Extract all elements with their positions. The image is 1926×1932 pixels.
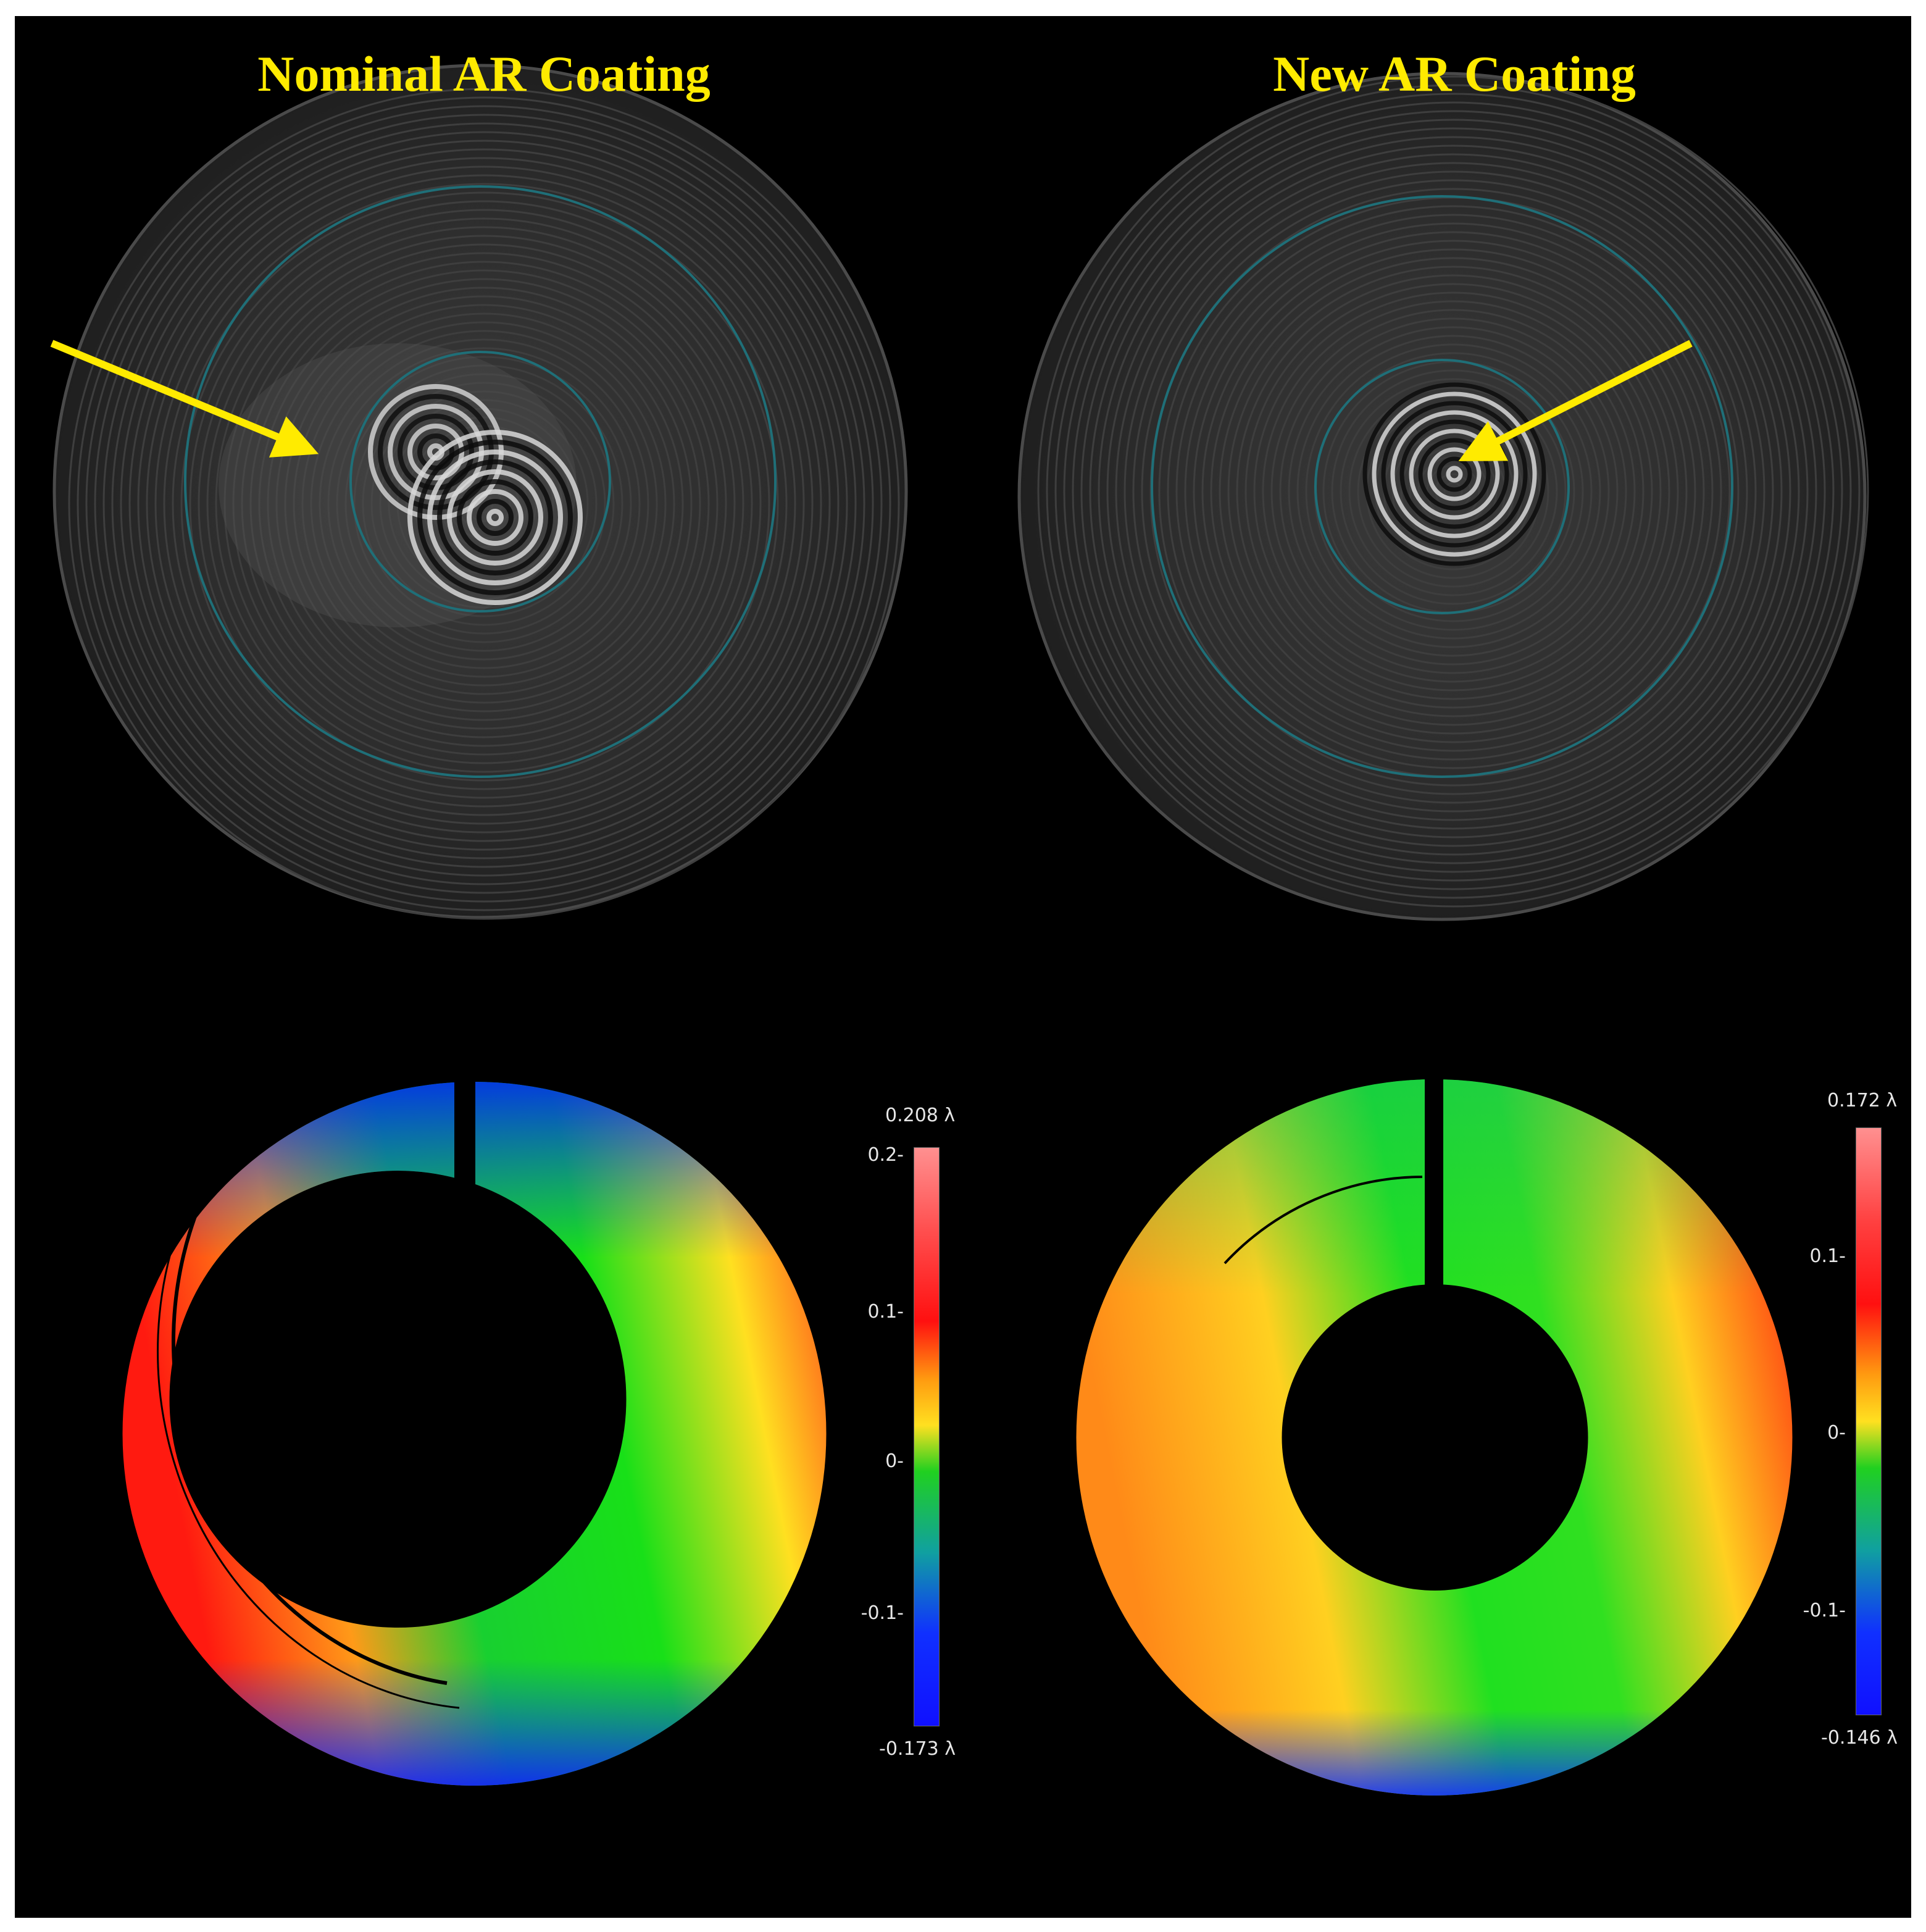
colorbar-new-tick: -0.1-	[1803, 1600, 1846, 1621]
surface-map-new	[1076, 1066, 1793, 1796]
colorbar-nominal-max: 0.208 λ	[885, 1105, 956, 1126]
interferogram-new	[1017, 72, 1869, 921]
colorbar-new-tick: 0.1-	[1809, 1245, 1846, 1267]
colorbar-nominal-tick: 0.1-	[867, 1301, 904, 1323]
colorbar-nominal-tick: -0.1-	[861, 1602, 904, 1624]
interferogram-nominal	[52, 64, 908, 920]
colorbar-new-tick: 0-	[1827, 1422, 1846, 1444]
title-nominal: Nominal AR Coating	[257, 46, 711, 102]
interferogram-scene	[50, 64, 1869, 1796]
arrow-right	[1458, 340, 1693, 461]
colorbar-new-min: -0.146 λ	[1821, 1727, 1898, 1749]
colorbar-nominal-gradient	[914, 1147, 940, 1726]
title-new: New AR Coating	[1273, 46, 1636, 102]
colorbar-nominal-min: -0.173 λ	[879, 1738, 956, 1760]
arrow-left	[50, 340, 319, 458]
figure-panel: Nominal AR Coating New AR Coating 0.208 …	[15, 16, 1911, 1918]
colorbar-new-gradient	[1856, 1127, 1882, 1715]
colorbar-nominal-tick: 0.2-	[867, 1144, 904, 1166]
colorbar-nominal-tick: 0-	[885, 1450, 904, 1472]
colorbar-new-max: 0.172 λ	[1827, 1090, 1898, 1111]
surface-map-nominal	[122, 1057, 827, 1786]
